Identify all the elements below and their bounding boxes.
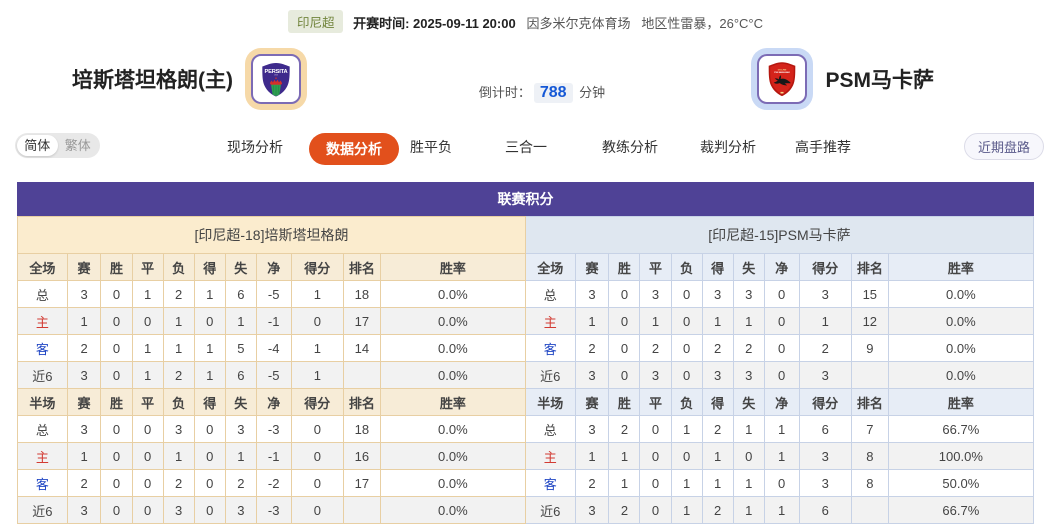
svg-text:PERSITA: PERSITA	[265, 69, 288, 75]
svg-text:0715.RM: 0715.RM	[778, 69, 787, 71]
svg-text:1953: 1953	[274, 75, 278, 77]
